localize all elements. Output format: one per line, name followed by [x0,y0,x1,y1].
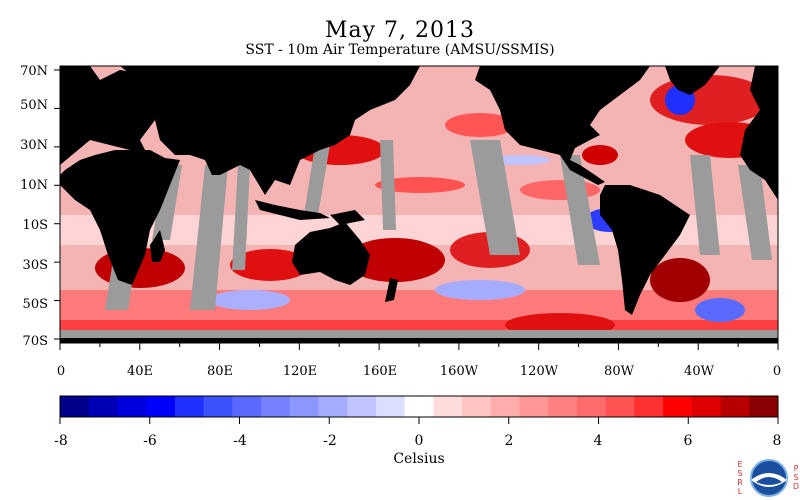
colorbar-cell [663,396,693,417]
colorbar-label-4: 4 [593,433,603,449]
colorbar [60,396,779,417]
lon-label-120e: 120E [282,364,318,379]
lat-label-30n: 30N [20,138,48,153]
lon-label-40e: 40E [126,364,154,379]
lon-label-40w: 40W [684,364,714,379]
lon-label-160w: 160W [439,364,479,379]
lat-label-10n: 10N [20,178,48,193]
lon-label-0-east: 0 [772,364,782,379]
colorbar-label-neg6: -6 [143,433,157,449]
colorbar-units: Celsius [393,451,445,467]
colorbar-label-8: 8 [772,433,782,449]
landmass-new-zealand [385,278,398,302]
colorbar-label-2: 2 [504,433,514,449]
colorbar-cell [490,396,521,417]
land-masses [60,66,778,343]
colorbar-cell [404,396,434,417]
colorbar-cell [462,396,492,417]
colorbar-cell [117,396,147,417]
landmass-greenland [665,66,720,95]
colorbar-cell [749,396,779,417]
colorbar-cell [203,396,233,417]
colorbar-cell [634,396,664,417]
landmass-central-america [560,155,605,185]
lat-label-50n: 50N [20,98,48,113]
lat-label-70s: 70S [22,334,48,349]
noaa-badge-icon [750,459,788,497]
landmass-north-america [475,66,650,160]
longitude-ticks [59,343,779,350]
lat-label-50s: 50S [22,297,48,312]
map-panel [60,66,778,343]
colorbar-cell [691,396,722,417]
colorbar-cell [576,396,607,417]
landmass-africa-europe-wrap [740,66,778,200]
latitude-ticks [54,69,60,340]
colorbar-cell [433,396,463,417]
colorbar-cell [289,396,319,417]
colorbar-ticks [59,417,779,424]
lat-label-30s: 30S [22,258,48,273]
landmass-japan [330,110,340,130]
lon-label-120w: 120W [519,364,559,379]
colorbar-cell [88,396,118,417]
colorbar-label-0: 0 [414,433,424,449]
colorbar-cell [519,396,549,417]
map-title: May 7, 2013 [324,18,476,43]
colorbar-cell [318,396,348,417]
colorbar-label-6: 6 [683,433,693,449]
colorbar-cell [232,396,262,417]
lat-label-10s: 10S [22,218,48,233]
colorbar-cell [720,396,750,417]
landmass-asia [120,66,420,195]
landmass-indonesia [255,200,330,220]
lon-label-80e: 80E [206,364,234,379]
colorbar-label-neg8: -8 [54,433,68,449]
lon-label-0: 0 [56,364,66,379]
landmass-madagascar [150,230,165,262]
colorbar-label-neg2: -2 [323,433,337,449]
landmass-europe [60,66,155,165]
landmass-south-america [600,185,690,315]
landmass-new-guinea [330,210,365,225]
lon-label-160e: 160E [362,364,398,379]
colorbar-cell [174,396,205,417]
colorbar-cell [347,396,377,417]
colorbar-cell [261,396,291,417]
colorbar-cell [375,396,406,417]
colorbar-cell [60,396,90,417]
map-subtitle: SST - 10m Air Temperature (AMSU/SSMIS) [245,42,555,58]
lat-label-70n: 70N [20,64,48,79]
colorbar-cell [548,396,578,417]
landmass-australia [292,222,370,285]
colorbar-cell [605,396,635,417]
landmass-antarctica [60,338,778,343]
landmass-africa [60,150,180,285]
lon-label-80w: 80W [604,364,634,379]
colorbar-label-neg4: -4 [233,433,247,449]
colorbar-cell [146,396,176,417]
